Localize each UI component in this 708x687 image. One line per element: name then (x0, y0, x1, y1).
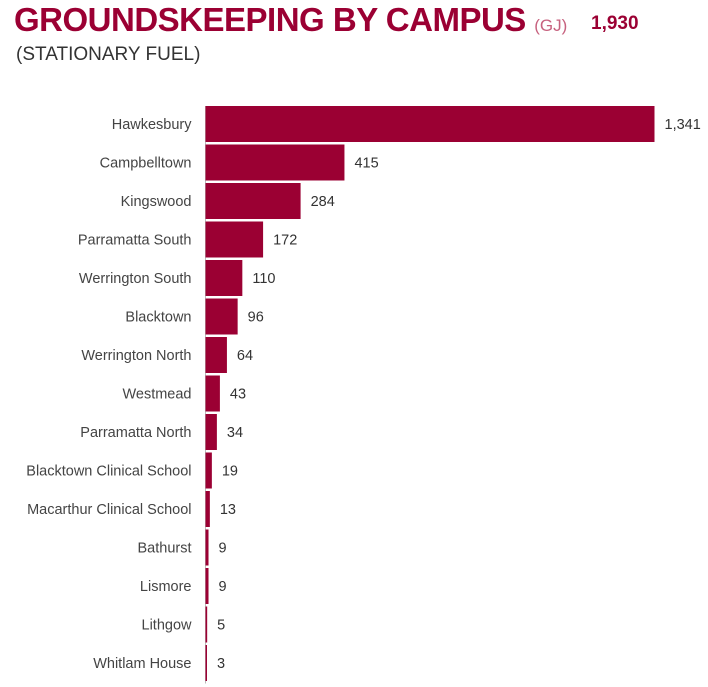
category-label: Westmead (122, 387, 191, 403)
category-label: Parramatta South (78, 233, 192, 249)
category-label: Whitlam House (93, 656, 191, 672)
data-label: 64 (237, 348, 253, 364)
category-label: Parramatta North (80, 425, 191, 441)
data-label: 172 (273, 233, 297, 249)
category-label: Werrington North (81, 348, 191, 364)
chart-subtitle: (STATIONARY FUEL) (16, 44, 201, 65)
bar[interactable] (205, 491, 210, 527)
category-label: Bathurst (138, 541, 192, 557)
category-label: Blacktown (125, 310, 191, 326)
bar[interactable] (205, 260, 243, 296)
category-label: Kingswood (121, 194, 192, 210)
data-label: 96 (248, 310, 264, 326)
bar[interactable] (205, 183, 301, 219)
category-label: Lithgow (142, 618, 193, 634)
data-label: 5 (217, 618, 225, 634)
bar[interactable] (205, 106, 655, 142)
category-label: Macarthur Clinical School (27, 502, 191, 518)
bar[interactable] (205, 529, 209, 566)
data-label: 415 (354, 156, 378, 172)
title-unit: (GJ) (534, 16, 568, 35)
data-label: 34 (227, 425, 243, 441)
title-text: GROUNDSKEEPING BY CAMPUS (14, 1, 526, 38)
data-label: 284 (311, 194, 335, 210)
chart-title: GROUNDSKEEPING BY CAMPUS (GJ) (14, 1, 567, 39)
bar[interactable] (205, 337, 227, 373)
bar[interactable] (205, 645, 208, 681)
data-label: 19 (222, 464, 238, 480)
data-label: 1,341 (665, 117, 701, 133)
data-label: 43 (230, 387, 246, 403)
bar[interactable] (205, 144, 345, 181)
bar[interactable] (205, 568, 209, 604)
total-value: 1,930 (591, 13, 639, 34)
data-label: 9 (219, 579, 227, 595)
bar[interactable] (205, 606, 208, 643)
category-label: Blacktown Clinical School (26, 464, 191, 480)
bar[interactable] (205, 414, 217, 450)
category-label: Lismore (140, 579, 192, 595)
category-label: Hawkesbury (112, 117, 193, 133)
data-label: 110 (252, 271, 275, 287)
category-label: Campbelltown (100, 156, 192, 172)
bar[interactable] (205, 452, 212, 489)
data-label: 9 (219, 541, 227, 557)
bar[interactable] (205, 221, 264, 258)
bar[interactable] (205, 298, 238, 335)
bar[interactable] (205, 375, 220, 412)
data-label: 13 (220, 502, 236, 518)
data-label: 3 (217, 656, 225, 672)
category-label: Werrington South (79, 271, 192, 287)
